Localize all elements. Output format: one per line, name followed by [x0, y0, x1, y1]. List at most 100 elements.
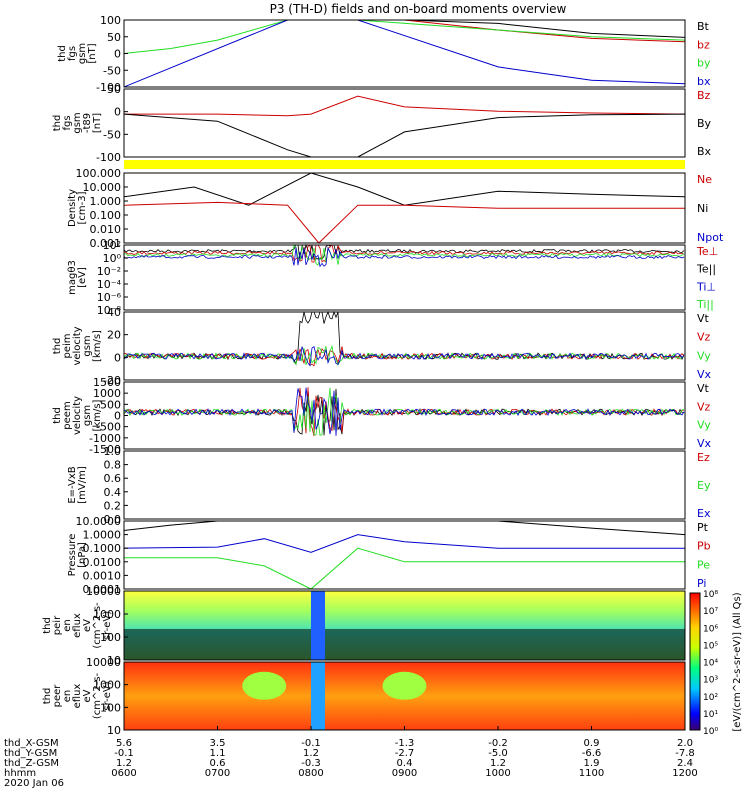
ytick-label-fgs1-4: -100 [96, 81, 121, 94]
panel-frame-fgs1 [123, 19, 686, 88]
x-col-0-row-3: 0600 [111, 768, 136, 779]
panel-data-vi [123, 310, 685, 367]
series-pressure-Pt [123, 520, 686, 536]
ytick-label-ve-5: -1000 [89, 432, 121, 445]
ylabel-ve: thd peem velocity gsm [km/s] [52, 396, 103, 435]
ylabel-line-density-0: Density [67, 189, 78, 227]
ytick-label-fgs2-2: -50 [103, 128, 121, 141]
panel-data-fgs1 [123, 19, 686, 88]
x-col-6-row-0: 2.0 [677, 738, 693, 749]
ytick-label-temp-1: 10⁰ [103, 252, 122, 265]
ylabel-line-temp-0: magθ3 [67, 260, 78, 295]
legend-efield-0: Ez [697, 451, 710, 464]
ylabel-line-peir-6: sr-eV) [102, 611, 113, 640]
panel-fgs1: 100 50 0 -50 -100 thd fgs gsm [nT] Bt bz by bx [57, 14, 711, 94]
ytick-label-efield-2: 0.6 [104, 472, 122, 485]
ylabel-line-peir-0: thd [42, 617, 53, 634]
ylabel-line-peir-3: eflux [72, 613, 83, 638]
legend-density-2: Npot [697, 231, 724, 244]
series-pressure-Pe [124, 547, 685, 590]
panel-data-pressure [123, 520, 686, 590]
legend-fgs2-1: By [697, 117, 712, 130]
ylabel-line-ve-1: peem [62, 401, 73, 429]
ytick-label-temp-3: 10⁻⁴ [97, 278, 122, 291]
colorbar: 10⁸ 10⁷ 10⁶ 10⁵ 10⁴ 10³ 10² 10¹ 10⁰ [eV/(cm^2-s-s… [689, 590, 743, 737]
ytick-label-vi-2: 0 [114, 351, 121, 364]
x-col-2-row-2: -0.3 [301, 758, 321, 769]
x-col-4-row-0: -0.2 [488, 738, 508, 749]
ytick-label-efield-0: 1.0 [104, 445, 122, 458]
x-col-3-row-2: 0.4 [397, 758, 413, 769]
legend-fgs1-0: Bt [697, 20, 710, 33]
legend-vi-3: Vx [697, 368, 712, 381]
legend-fgs1-3: bx [697, 75, 711, 88]
series-fgs2-By [123, 113, 686, 158]
ytick-label-fgs2-3: -100 [96, 151, 121, 164]
x-col-1-row-0: 3.5 [210, 738, 226, 749]
x-col-5-row-2: 1.9 [584, 758, 600, 769]
ytick-label-ve-2: 500 [100, 398, 121, 411]
legend-fgs2-2: Bx [697, 145, 712, 158]
ytick-label-vi-3: -20 [103, 374, 121, 387]
ytick-label-pressure-0: 10.0000 [76, 515, 122, 528]
legend-vi-0: Vt [697, 312, 710, 325]
colorbar-tick-4: 10⁴ [703, 659, 718, 669]
ylabel-pressure: Pressure [nPa] [67, 534, 88, 577]
ylabel-line-peir-5: (cm^2-s- [92, 602, 103, 649]
ylabel-line-fgs1-3: [nT] [87, 43, 98, 63]
trace-vi-2 [123, 344, 685, 366]
legend-fgs1-2: by [697, 57, 711, 70]
series-fgs1-bx [123, 19, 686, 88]
ylabel-line-vi-2: velocity [72, 326, 83, 365]
colorbar-label-wrap: [eV/(cm^2-s-sr-eV)] (All Qs) [732, 592, 743, 731]
ytick-label-efield-4: 0.2 [104, 499, 122, 512]
colorbar-tick-3: 10⁵ [703, 641, 718, 651]
ytick-label-temp-2: 10⁻² [97, 265, 121, 278]
colorbar-tick-2: 10⁶ [703, 624, 718, 634]
ylabel-line-pressure-1: [nPa] [77, 542, 88, 568]
series-density-Ne [123, 201, 685, 244]
legend-density-1: Ni [697, 202, 708, 215]
ytick-label-ve-4: -500 [96, 421, 121, 434]
legend-efield-2: Ex [697, 507, 711, 520]
ytick-label-pressure-4: 0.0010 [83, 569, 122, 582]
ytick-label-pressure-5: 0.0001 [83, 583, 122, 596]
ytick-label-peer-1: 1000 [93, 679, 121, 692]
x-col-6-row-2: 2.4 [677, 758, 693, 769]
ytick-label-peir-0: 10000 [86, 585, 121, 598]
ylabel-line-fgs2-4: [nT] [92, 113, 103, 133]
x-row-label-2: thd_Z-GSM [4, 758, 59, 769]
x-col-2-row-0: -0.1 [301, 738, 321, 749]
panel-frame-temp [123, 244, 686, 311]
panel-frame-vi [123, 311, 686, 381]
legend-fgs1-1: bz [697, 38, 710, 51]
ytick-label-density-4: 0.010 [90, 223, 122, 236]
panel-frame-pressure [123, 520, 686, 590]
ytick-label-efield-5: 0.0 [104, 513, 122, 526]
ytick-label-ve-3: 0 [114, 410, 121, 423]
spectrogram-peer-blob2 [382, 671, 427, 700]
legend-fgs2-0: Bz [697, 89, 711, 102]
ytick-label-density-5: 0.001 [90, 237, 122, 250]
legend-ve-0: Vt [697, 382, 710, 395]
panel-peir: 10000 1000 100 10 thd peir en eflux eV (cm^2-s-sr… [42, 585, 686, 667]
ylabel-line-density-1: [cm-3] [77, 191, 88, 224]
x-col-3-row-1: -2.7 [395, 748, 415, 759]
x-col-2-row-3: 0800 [298, 768, 323, 779]
ylabel-line-ve-3: gsm [82, 405, 93, 426]
colorbar-tick-0: 10⁸ [703, 590, 718, 600]
ytick-label-peir-3: 10 [107, 654, 121, 667]
panel-frame-fgs2 [123, 88, 686, 158]
legend-pressure-3: Pi [697, 577, 706, 590]
x-col-6-row-1: -7.8 [675, 748, 695, 759]
ylabel-fgs2: thd fgs gsm -t89 [nT] [52, 112, 103, 133]
ylabel-line-peer-4: eV [82, 689, 93, 702]
ytick-label-density-3: 0.100 [90, 209, 122, 222]
ytick-label-pressure-2: 0.1000 [83, 542, 122, 555]
legend-temp-1: Te|| [696, 263, 716, 276]
ytick-label-temp-0: 10² [103, 239, 121, 252]
